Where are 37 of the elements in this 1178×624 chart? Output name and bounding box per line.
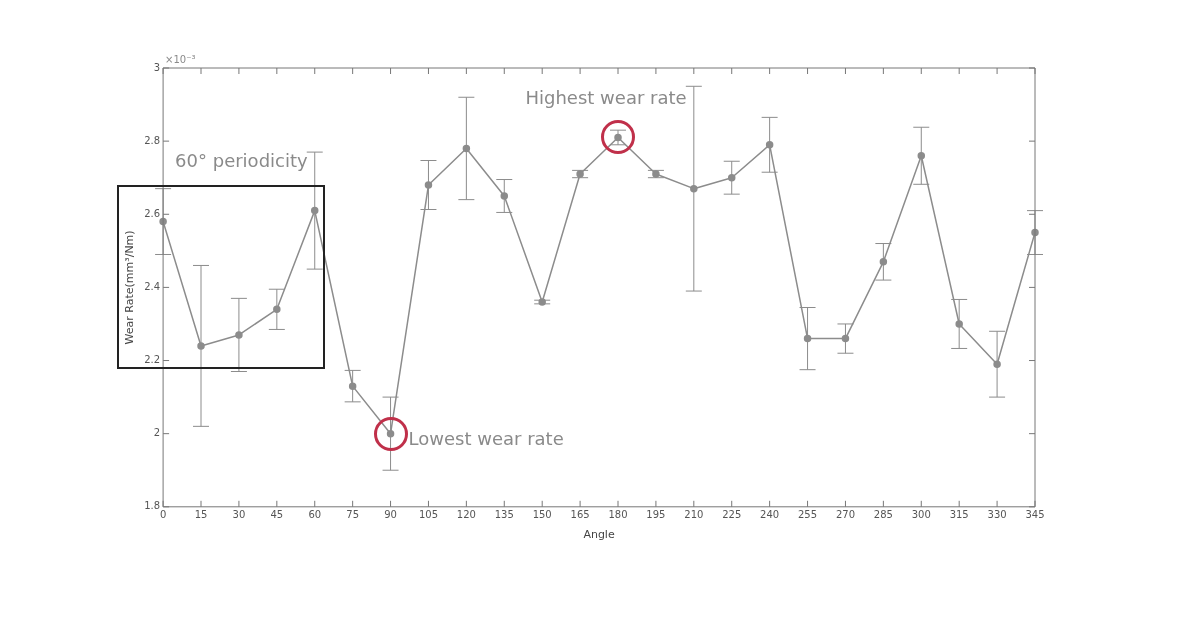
x-tick-label: 60	[308, 509, 322, 521]
x-tick-label: 315	[949, 509, 969, 521]
x-tick-label: 255	[798, 509, 818, 521]
y-tick-label: 2.2	[144, 354, 161, 366]
x-tick-label: 15	[194, 509, 208, 521]
x-tick-label: 345	[1025, 509, 1045, 521]
x-tick-label: 225	[722, 509, 742, 521]
y-tick-label: 2.6	[144, 207, 161, 219]
x-tick-label: 300	[911, 509, 931, 521]
x-tick-label: 120	[456, 509, 476, 521]
y-tick-label: 2.8	[144, 134, 161, 146]
x-tick-label: 150	[532, 509, 552, 521]
x-tick-label: 105	[418, 509, 439, 521]
x-tick-label: 210	[684, 509, 704, 521]
x-tick-label: 45	[270, 509, 284, 521]
x-tick-label: 285	[873, 509, 893, 521]
y-tick-label: 1.8	[144, 500, 161, 512]
text: ×10⁻³	[165, 54, 196, 65]
annotation: 60° periodicity	[175, 150, 308, 171]
x-tick-label: 75	[346, 509, 360, 521]
y-axis-title: Wear Rate(mm³/Nm)	[123, 230, 137, 345]
x-tick-label: 240	[760, 509, 780, 521]
x-tick-label: 195	[646, 509, 666, 521]
x-tick-label: 180	[608, 509, 628, 521]
y-tick-label: 2	[153, 427, 161, 439]
annotation: Lowest wear rate	[408, 427, 564, 449]
x-tick-label: 165	[570, 509, 590, 521]
x-axis-title: Angle	[583, 528, 615, 542]
x-tick-label: 330	[987, 509, 1007, 521]
annotation: Highest wear rate	[525, 87, 687, 109]
x-tick-label: 0	[159, 509, 167, 521]
y-tick-label: 2.4	[144, 280, 161, 292]
x-tick-label: 90	[384, 509, 397, 521]
x-tick-label: 135	[494, 509, 514, 521]
x-tick-label: 270	[835, 509, 855, 521]
x-tick-label: 30	[232, 509, 246, 521]
y-tick-label: 3	[153, 61, 161, 73]
